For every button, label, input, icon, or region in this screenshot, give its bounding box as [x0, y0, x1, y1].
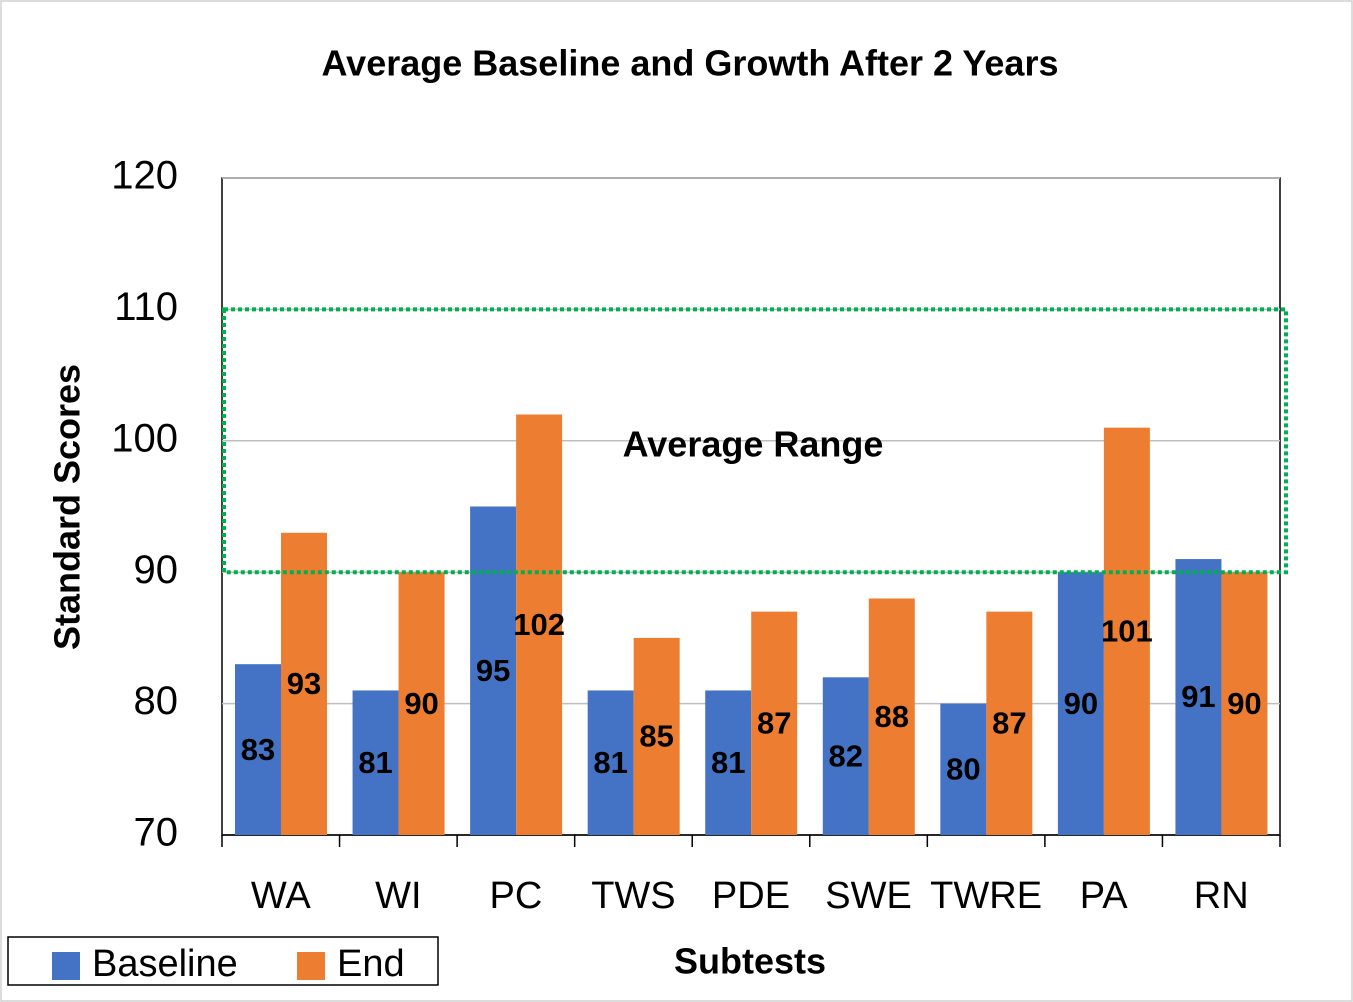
- bar: [868, 598, 915, 835]
- data-label: 101: [1101, 614, 1153, 649]
- data-label: 81: [711, 745, 745, 780]
- y-tick-label: 110: [114, 285, 178, 329]
- data-label: 93: [287, 666, 321, 701]
- data-label: 80: [946, 751, 980, 786]
- bar: [398, 572, 445, 835]
- legend-label: End: [337, 943, 405, 985]
- x-tick-label: PDE: [712, 875, 790, 917]
- bar: [1103, 427, 1150, 835]
- bar: [1175, 559, 1222, 835]
- x-tick-label: WA: [251, 875, 311, 917]
- data-label: 82: [829, 738, 863, 773]
- bar: [352, 690, 399, 835]
- bar: [516, 414, 563, 835]
- bar: [986, 611, 1033, 835]
- y-tick-label: 90: [134, 548, 179, 592]
- x-tick-label: RN: [1194, 875, 1249, 917]
- average-range-box: [222, 307, 1288, 575]
- x-axis-title: Subtests: [674, 941, 826, 982]
- chart-title: Average Baseline and Growth After 2 Year…: [322, 43, 1059, 84]
- legend-label: Baseline: [92, 943, 238, 985]
- data-label: 91: [1181, 679, 1215, 714]
- x-tick-label: TWS: [591, 875, 675, 917]
- x-tick-label: SWE: [825, 875, 912, 917]
- data-label: 90: [1064, 686, 1098, 721]
- data-label: 90: [1227, 686, 1261, 721]
- bar: [1057, 572, 1104, 835]
- bar: [705, 690, 752, 835]
- y-tick-label: 120: [111, 154, 178, 198]
- bar: [1221, 572, 1268, 835]
- x-tick-label: PC: [489, 875, 542, 917]
- bar: [470, 506, 517, 835]
- bar: [822, 677, 869, 835]
- y-tick-label: 100: [111, 416, 178, 460]
- y-tick-label: 80: [134, 679, 179, 723]
- data-label: 87: [757, 705, 791, 740]
- data-label: 88: [875, 699, 909, 734]
- data-label: 87: [992, 705, 1026, 740]
- data-label: 83: [241, 732, 275, 767]
- bar: [633, 637, 680, 835]
- data-label: 81: [593, 745, 627, 780]
- data-label: 95: [476, 653, 510, 688]
- data-label: 85: [639, 719, 673, 754]
- data-label: 81: [358, 745, 392, 780]
- bar: [940, 703, 987, 835]
- y-axis-title: Standard Scores: [47, 364, 88, 650]
- bar: [281, 532, 327, 835]
- y-tick-label: 70: [134, 811, 179, 855]
- x-tick-label: WI: [375, 875, 421, 917]
- legend-swatch: [297, 952, 325, 980]
- x-tick-label: TWRE: [930, 875, 1042, 917]
- data-label: 90: [404, 686, 438, 721]
- x-tick-label: PA: [1080, 875, 1129, 917]
- bar: [751, 611, 798, 835]
- bar: [587, 690, 634, 835]
- bar: [235, 664, 281, 835]
- data-label: 102: [513, 607, 565, 642]
- legend-swatch: [52, 952, 80, 980]
- average-range-label: Average Range: [623, 424, 884, 465]
